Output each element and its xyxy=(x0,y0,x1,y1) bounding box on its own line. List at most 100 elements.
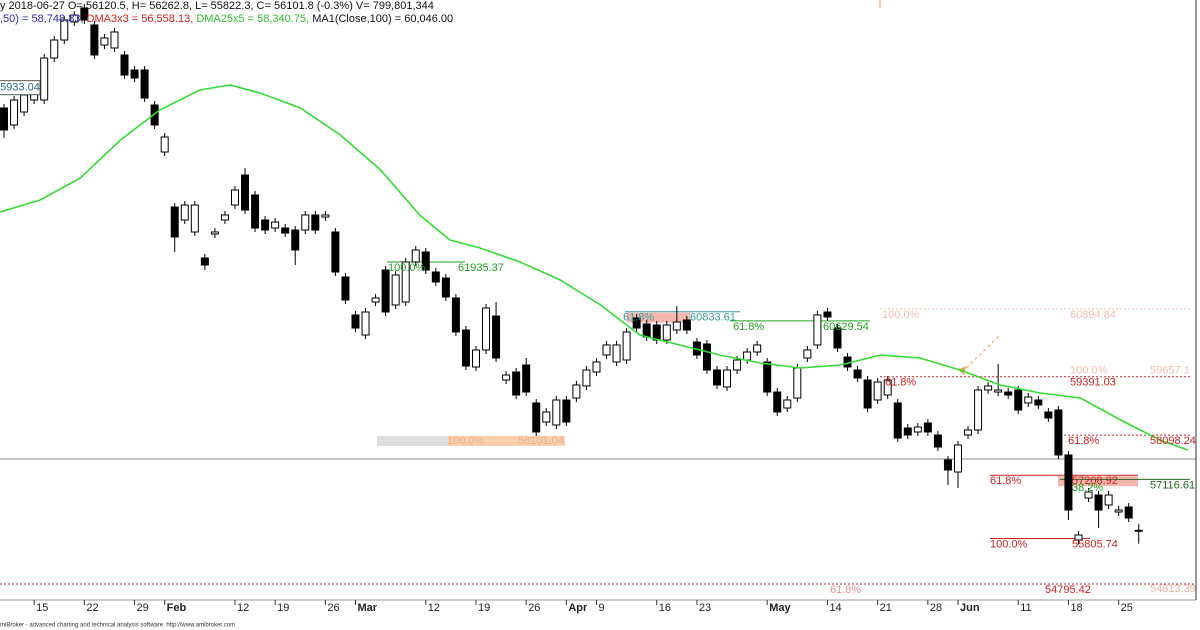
candle-body xyxy=(401,261,410,303)
x-tick-label: 12 xyxy=(237,602,249,614)
fib-band xyxy=(1058,476,1138,487)
candle-body xyxy=(170,206,179,238)
candle-body xyxy=(130,69,139,79)
fib-value-label: 60894.84 xyxy=(1070,309,1116,321)
candle-body xyxy=(210,231,219,235)
candle-body xyxy=(291,229,300,251)
candle-body xyxy=(632,317,641,329)
fib-value-label: 60629.54 xyxy=(823,321,869,333)
candle-body xyxy=(642,323,651,338)
candle-body xyxy=(471,349,480,368)
candle-body xyxy=(933,434,942,448)
moving-average-line xyxy=(0,84,1189,451)
candle-body xyxy=(1084,491,1093,499)
candle-body xyxy=(70,14,79,23)
fib-band xyxy=(627,312,690,323)
fib-percent-label: 100.0% xyxy=(388,262,426,274)
candle-body xyxy=(853,369,862,379)
candle-body xyxy=(893,402,902,439)
fib-percent-label: 61.8% xyxy=(733,321,764,333)
fib-value-label: 54813.39 xyxy=(1150,583,1196,595)
x-tick-label: 22 xyxy=(86,602,98,614)
candle-body xyxy=(773,391,782,413)
candle-body xyxy=(763,361,772,393)
x-tick-label: 11 xyxy=(1020,602,1031,614)
candle-body xyxy=(140,69,149,99)
candle-body xyxy=(421,251,430,271)
candle-body xyxy=(20,94,29,113)
candle-body xyxy=(180,204,189,221)
candle-body xyxy=(1004,391,1013,396)
candle-body xyxy=(753,344,762,353)
candle-body xyxy=(1074,534,1083,541)
candle-body xyxy=(602,344,611,356)
candle-body xyxy=(562,399,571,423)
fib-value-label: 59657.1 xyxy=(1150,365,1190,377)
footer: miBroker - advanced charting and technic… xyxy=(0,623,235,629)
candle-body xyxy=(923,422,932,433)
candle-body xyxy=(301,214,310,231)
header-line: y 2018-06-27 O= 56120.5, H= 56262.8, L= … xyxy=(0,0,434,12)
trend-line xyxy=(961,334,1001,373)
candle-body xyxy=(512,371,521,396)
candle-body xyxy=(723,369,732,388)
fib-value-label: 55805.74 xyxy=(1072,538,1118,550)
fib-value-label: 54795.42 xyxy=(1045,584,1091,596)
candle-body xyxy=(60,19,69,41)
candle-body xyxy=(371,297,380,303)
candle-body xyxy=(361,311,370,336)
x-tick-label: 9 xyxy=(598,602,604,614)
fib-percent-label: 100.0% xyxy=(1070,365,1108,377)
candle-body xyxy=(200,257,209,266)
candle-body xyxy=(672,321,681,331)
header-segment: ,50) = 58,748.83, xyxy=(0,13,87,25)
candle-body xyxy=(873,381,882,401)
x-tick-label: Feb xyxy=(167,602,187,614)
candle-body xyxy=(953,444,962,473)
x-tick-label: 26 xyxy=(528,602,540,614)
candle-body xyxy=(1134,529,1143,532)
candle-body xyxy=(1044,411,1053,419)
x-tick-label: 12 xyxy=(428,602,440,614)
x-tick-label: 28 xyxy=(930,602,942,614)
candle-body xyxy=(411,249,420,263)
candle-body xyxy=(733,359,742,371)
x-tick-label: 23 xyxy=(699,602,711,614)
candle-body xyxy=(542,411,551,423)
fib-percent-label: 61.8% xyxy=(1068,435,1099,447)
candle-body xyxy=(220,214,229,221)
candle-body xyxy=(150,104,159,126)
plot xyxy=(0,3,1189,545)
candle-body xyxy=(120,54,129,76)
candle-body xyxy=(80,7,89,21)
fib-value-label: 57116.61 xyxy=(1150,479,1195,491)
candle-body xyxy=(90,24,99,56)
candle-body xyxy=(100,37,109,46)
header-segment: DMA3x3 = 56,558.13, xyxy=(87,13,197,25)
candle-body xyxy=(241,174,250,211)
candle-body xyxy=(793,367,802,399)
x-tick-label: 19 xyxy=(478,602,490,614)
candle-body xyxy=(823,311,832,318)
candle-body xyxy=(482,307,491,351)
candle-body xyxy=(582,369,591,387)
candle-body xyxy=(160,136,169,153)
candle-body xyxy=(441,277,450,298)
candle-body xyxy=(712,369,721,386)
candle-body xyxy=(743,351,752,361)
candle-body xyxy=(1104,494,1113,506)
candle-body xyxy=(492,315,501,359)
fib-value-label: 58101.04 xyxy=(518,435,564,447)
x-tick-label: May xyxy=(769,602,791,614)
candle-body xyxy=(351,314,360,329)
fib-percent-label: 61.8% xyxy=(623,312,654,324)
candle-body xyxy=(1054,409,1063,456)
candle-body xyxy=(261,219,270,231)
candle-body xyxy=(321,214,330,218)
candle-body xyxy=(50,39,59,59)
fib-percent-label: 100.0% xyxy=(447,435,485,447)
candle-body xyxy=(1034,399,1043,406)
candle-body xyxy=(251,194,260,229)
